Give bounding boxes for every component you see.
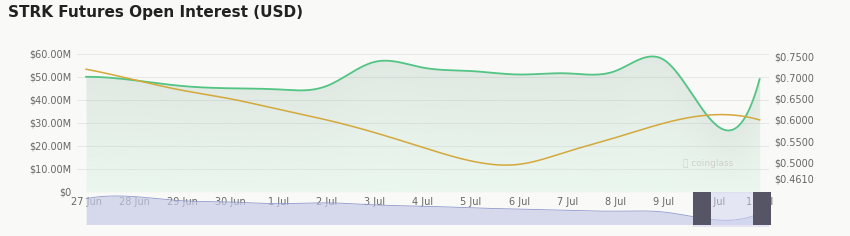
Bar bbox=[753, 192, 771, 225]
Text: STRK Futures Open Interest (USD): STRK Futures Open Interest (USD) bbox=[8, 4, 303, 20]
Text: 🔑 coinglass: 🔑 coinglass bbox=[683, 159, 733, 168]
Bar bbox=[694, 192, 711, 225]
Bar bbox=[694, 192, 771, 227]
